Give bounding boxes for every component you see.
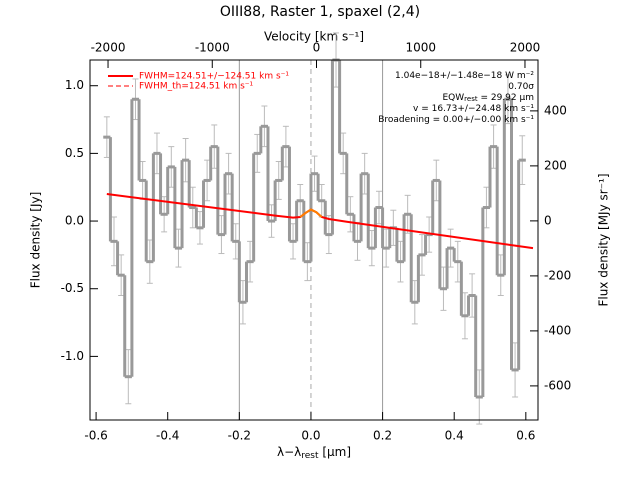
plot-frame bbox=[89, 59, 539, 421]
annotation: 1.04e−18+/−1.48e−18 W m⁻² bbox=[395, 71, 534, 81]
fit-peak bbox=[299, 208, 323, 218]
annotation-part: Broadening = 0.00+/−0.00 km s⁻¹ bbox=[378, 115, 534, 125]
legend-label: FWHM_th=124.51 km s⁻¹ bbox=[139, 82, 254, 92]
x-tick-label: 0.2 bbox=[373, 429, 392, 443]
annotation-part: rest bbox=[464, 95, 478, 103]
annotation: EQWrest = 29.92 μm bbox=[443, 93, 535, 104]
x-label-part: [μm] bbox=[319, 445, 352, 459]
y-tick-label: 0.0 bbox=[65, 214, 84, 228]
x-tick-label: 0.6 bbox=[516, 429, 535, 443]
y2-tick-label: -600 bbox=[544, 378, 571, 392]
x2-axis-label: Velocity [km s⁻¹] bbox=[264, 30, 364, 44]
y-tick-label: 1.0 bbox=[65, 78, 84, 92]
y2-tick-label: -400 bbox=[544, 323, 571, 337]
x2-tick-label: -1000 bbox=[195, 41, 230, 55]
annotation-part: 0.70σ bbox=[508, 82, 534, 92]
annotation-part: v = 16.73+/−24.48 km s⁻¹ bbox=[413, 104, 534, 114]
annotation-part: EQW bbox=[443, 93, 465, 103]
x-label-part: rest bbox=[301, 451, 319, 461]
annotation: Broadening = 0.00+/−0.00 km s⁻¹ bbox=[378, 115, 534, 125]
x2-tick-label: 0 bbox=[313, 41, 321, 55]
legend-label: FWHM=124.51+/−124.51 km s⁻¹ bbox=[139, 72, 289, 82]
x-tick-label: -0.4 bbox=[156, 429, 179, 443]
x-tick-label: 0.4 bbox=[445, 429, 464, 443]
annotation-part: = 29.92 μm bbox=[478, 93, 534, 103]
y2-axis-label: Flux density [MJy sr⁻¹] bbox=[597, 173, 611, 306]
x-tick-label: -0.6 bbox=[84, 429, 107, 443]
annotation: v = 16.73+/−24.48 km s⁻¹ bbox=[413, 104, 534, 114]
y2-tick-label: 0 bbox=[544, 213, 552, 227]
annotation: 0.70σ bbox=[508, 82, 534, 92]
y2-tick-label: 200 bbox=[544, 158, 567, 172]
y2-tick-label: -200 bbox=[544, 268, 571, 282]
x2-tick-label: 1000 bbox=[405, 41, 436, 55]
y-tick-label: 0.5 bbox=[65, 146, 84, 160]
y2-tick-label: 400 bbox=[544, 103, 567, 117]
y-tick-label: -0.5 bbox=[61, 281, 84, 295]
x2-tick-label: 2000 bbox=[510, 41, 541, 55]
x-tick-label: -0.2 bbox=[228, 429, 251, 443]
x-axis-label: λ−λrest [μm] bbox=[277, 445, 351, 461]
x2-tick-label: -2000 bbox=[91, 41, 126, 55]
x-label-part: λ−λ bbox=[277, 445, 301, 459]
y-axis-label: Flux density [Jy] bbox=[29, 192, 43, 289]
annotation-part: 1.04e−18+/−1.48e−18 W m⁻² bbox=[395, 71, 534, 81]
x-tick-label: 0.0 bbox=[301, 429, 320, 443]
chart-title: OIII88, Raster 1, spaxel (2,4) bbox=[220, 4, 420, 20]
y-tick-label: -1.0 bbox=[61, 349, 84, 363]
